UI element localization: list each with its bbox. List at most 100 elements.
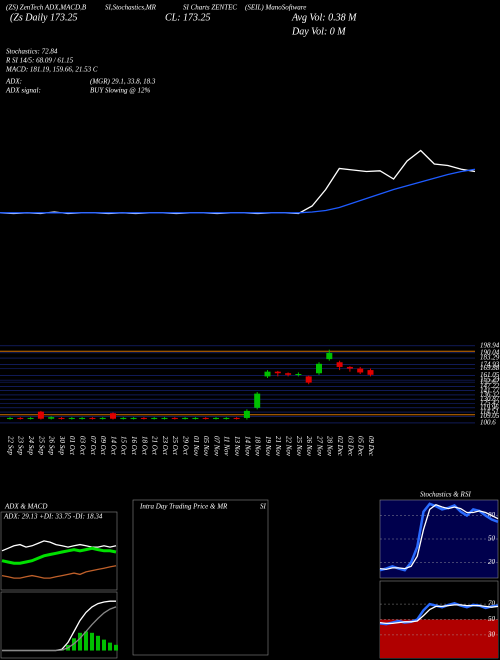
x-tick-label: 03 Oct (78, 436, 86, 456)
x-tick-label: 01 Nov (192, 436, 200, 457)
candle-body (99, 417, 106, 419)
y-tick-label: 198.94 (480, 341, 500, 349)
y-tick-label: 174.93 (480, 360, 500, 368)
x-tick-label: 13 Nov (233, 436, 241, 457)
candle-body (243, 410, 250, 418)
histogram-bar (78, 632, 82, 651)
signal-label: ADX signal: (5, 87, 41, 95)
series-line (379, 604, 499, 625)
candle-body (213, 417, 219, 419)
x-tick-label: 27 Nov (315, 436, 323, 457)
y-tick-label: 169.88 (480, 364, 500, 372)
x-tick-label: 23 Oct (161, 436, 169, 456)
panel-title: Intra Day Trading Price & MR (139, 503, 228, 511)
x-tick-label: 01 Oct (68, 436, 76, 456)
candle-body (233, 417, 240, 419)
panel-frame (0, 591, 118, 659)
histogram-bar (90, 632, 94, 651)
series-line (1, 546, 117, 565)
y-tick-label: 155.23 (480, 376, 500, 384)
candle-body (192, 417, 199, 419)
panel-frame (0, 511, 118, 591)
series-line (1, 565, 117, 579)
candle-body (151, 417, 158, 419)
candle-body (264, 371, 271, 377)
series-line (379, 503, 499, 571)
y-tick-label: 30 (487, 631, 496, 639)
y-tick-label: 125.42 (480, 399, 500, 407)
candle-body (89, 417, 96, 419)
candle-body (254, 393, 261, 408)
x-tick-label: 02 Dec (336, 436, 344, 457)
x-tick-label: 05 Nov (202, 436, 210, 457)
candle-body (58, 417, 65, 419)
x-tick-label: 14 Oct (109, 436, 117, 456)
histogram-bar (114, 644, 118, 651)
series-line (0, 168, 476, 214)
signal-value: BUY Slowing @ 12% (90, 87, 150, 95)
candle-body (326, 352, 333, 360)
candle-body (17, 417, 24, 419)
day-vol: Day Vol: 0 M (291, 26, 346, 37)
panel-frame (132, 499, 269, 656)
x-tick-label: 09 Dec (367, 436, 375, 457)
header-text: SI,Stochastics,MR (105, 4, 157, 12)
y-tick-label: 136.32 (480, 391, 500, 399)
x-tick-label: 22 Nov (284, 436, 292, 457)
x-tick-label: 26 Sep (48, 436, 56, 455)
panel-title: SI (260, 503, 267, 511)
y-tick-label: 141.77 (480, 386, 500, 394)
histogram-bar (108, 642, 112, 651)
stoch-text: Stochastics: 72.84 (6, 48, 58, 56)
y-tick-label: 50 (488, 535, 496, 543)
adx-values: (MGR) 29.1, 33.8, 18.3 (90, 78, 156, 86)
y-tick-label: 70 (488, 600, 496, 608)
macd-text: MACD: 181.19, 159.66, 21.53 C (5, 66, 98, 74)
candle-body (305, 376, 312, 383)
rsi-text: R SI 14/5: 68.09 / 61.15 (5, 57, 74, 65)
x-tick-label: 19 Nov (264, 436, 272, 457)
candle-body (295, 374, 302, 376)
x-tick-label: 30 Sep (58, 435, 66, 455)
candle-body (7, 417, 13, 419)
y-tick-label: 100.6 (480, 419, 496, 427)
x-tick-label: 11 Nov (223, 436, 231, 456)
candle-body (37, 411, 44, 419)
daily: (Zs Daily 173.25 (10, 12, 78, 23)
panel-title: Stochastics & R (420, 491, 465, 499)
panel-title: SI (465, 491, 472, 499)
x-tick-label: 25 Oct (171, 436, 179, 456)
y-tick-label: 161.05 (480, 371, 500, 379)
candle-body (346, 366, 353, 369)
candle-body (223, 417, 230, 419)
y-tick-label: 130.87 (480, 395, 500, 403)
y-tick-label: 152.67 (480, 378, 500, 386)
avg-vol: Avg Vol: 0.38 M (291, 12, 357, 23)
candle-body (48, 417, 55, 419)
y-tick-label: 119.96 (480, 403, 499, 411)
histogram-bar (96, 635, 100, 651)
candle-body (140, 417, 147, 419)
series-line (2, 606, 117, 652)
candle-body (182, 417, 189, 419)
y-tick-label: 50 (488, 615, 496, 623)
y-tick-label: 147.22 (480, 382, 500, 390)
y-tick-label: 183.29 (480, 354, 500, 362)
y-tick-label: 20 (488, 558, 496, 566)
y-tick-label: 114.51 (480, 408, 499, 416)
x-tick-label: 23 Sep (17, 436, 25, 455)
candle-body (79, 417, 86, 419)
candle-body (130, 417, 137, 419)
candle-body (27, 417, 34, 419)
header-text: (SEIL) ManoSoftware (245, 4, 306, 12)
x-tick-label: 25 Sep (37, 436, 45, 455)
x-tick-label: 18 Nov (254, 436, 262, 457)
adx-label: ADX: (5, 78, 22, 86)
candle-body (285, 373, 292, 375)
panel-label: ADX: 29.13 +DI: 33.75 -DI: 18.34 (3, 513, 103, 521)
candle-body (336, 362, 343, 367)
header-text: SI Charts ZENTEC (183, 4, 237, 12)
histogram-bar (84, 631, 88, 651)
x-tick-label: 21 Nov (274, 436, 282, 457)
